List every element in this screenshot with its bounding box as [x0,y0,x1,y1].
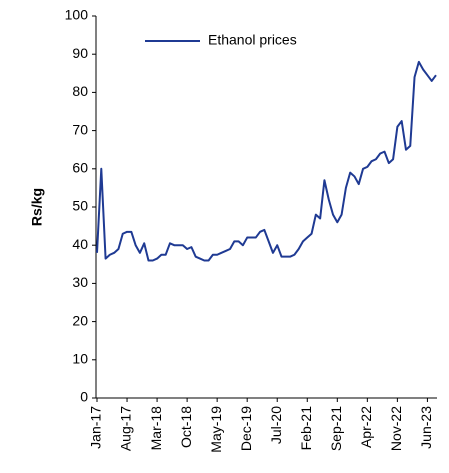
x-tick-label: Aug-17 [118,406,134,451]
x-tick-label: Sep-21 [328,406,344,451]
y-tick-label: 0 [80,389,88,405]
y-tick-label: 40 [72,236,88,252]
line [96,60,437,262]
y-tick-label: 30 [72,274,88,290]
x-tick-label: Apr-22 [358,406,374,448]
x-tick-label: May-19 [208,406,224,453]
x-tick-label: Dec-19 [238,406,254,451]
x-tick-label: Oct-18 [178,406,194,448]
y-tick-label: 60 [72,160,88,176]
y-tick-label: 20 [72,312,88,328]
y-tick-label: 90 [72,45,88,61]
x-tick-label: Jul-20 [268,406,284,444]
x-tick-label: Mar-18 [148,406,164,451]
x-tick-label: Jun-23 [418,406,434,449]
y-tick-label: 80 [72,83,88,99]
x-tick-label: Feb-21 [298,406,314,451]
legend-label: Ethanol prices [208,32,297,48]
y-tick-label: 100 [65,7,89,23]
y-tick-label: 70 [72,121,88,137]
x-tick-label: Nov-22 [388,406,404,451]
y-axis-title: Rs/kg [29,188,45,226]
y-tick-label: 10 [72,351,88,367]
y-tick-label: 50 [72,198,88,214]
x-tick-label: Jan-17 [88,406,104,449]
